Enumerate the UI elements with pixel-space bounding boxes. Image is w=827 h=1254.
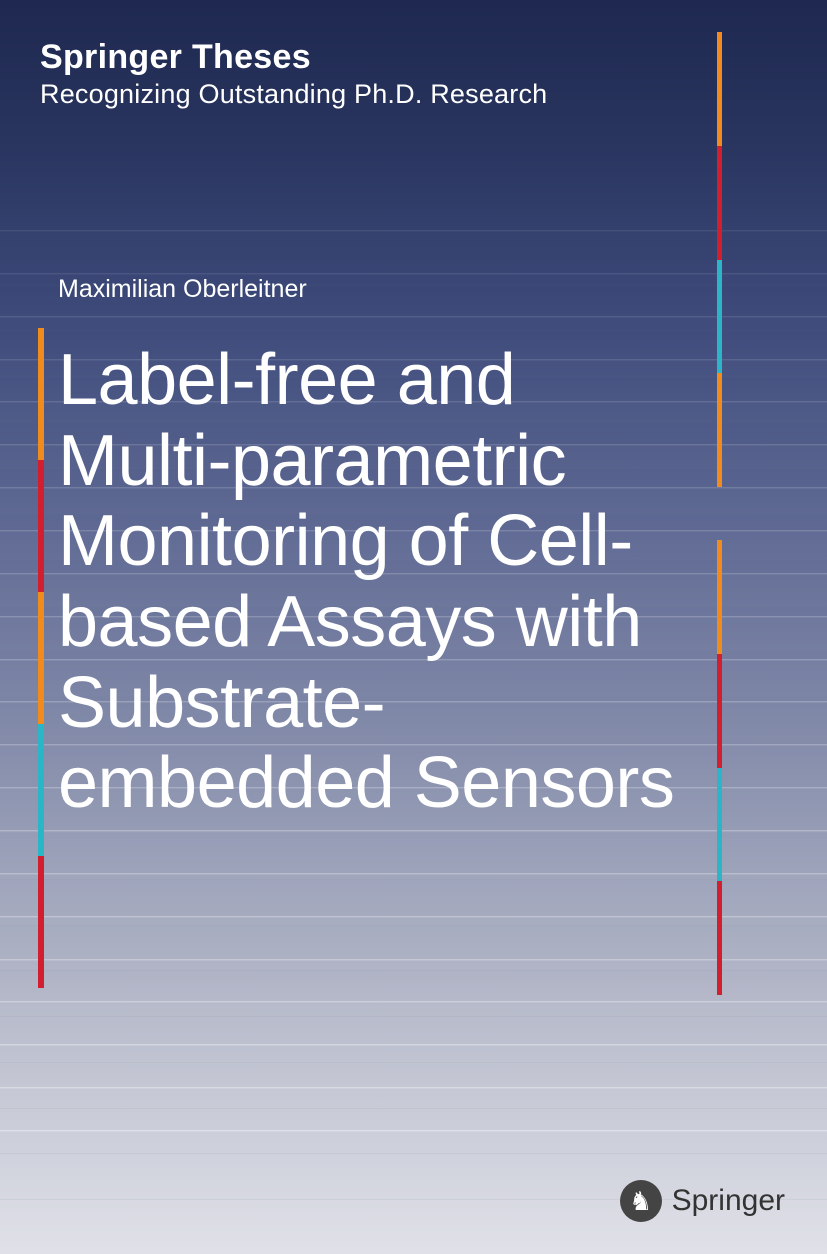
- series-subtitle: Recognizing Outstanding Ph.D. Research: [40, 79, 547, 110]
- author-name: Maximilian Oberleitner: [58, 275, 307, 304]
- springer-horse-icon: ♞: [620, 1180, 662, 1222]
- book-cover: Springer Theses Recognizing Outstanding …: [0, 0, 827, 1254]
- left-color-stripe: [38, 328, 44, 988]
- publisher-block: ♞ Springer: [620, 1180, 785, 1222]
- right-color-stripe-top: [717, 32, 722, 487]
- book-title: Label-free and Multi-parametric Monitori…: [58, 340, 707, 824]
- series-title: Springer Theses: [40, 38, 547, 77]
- series-header: Springer Theses Recognizing Outstanding …: [40, 38, 547, 110]
- right-color-stripe-bottom: [717, 540, 722, 995]
- publisher-name: Springer: [672, 1184, 785, 1218]
